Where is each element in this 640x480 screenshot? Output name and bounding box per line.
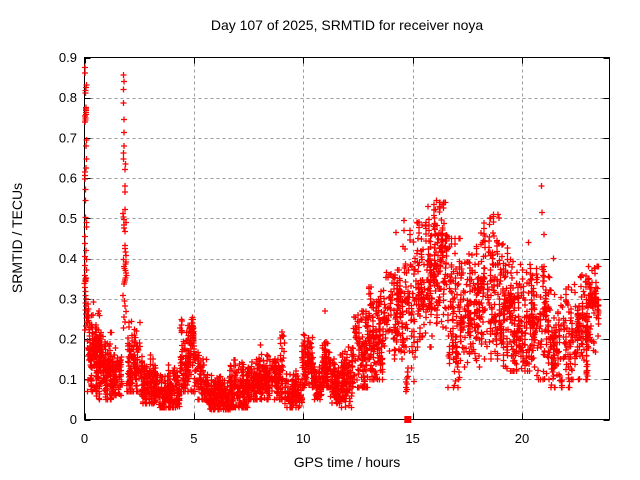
y-tick-label: 0 — [70, 412, 77, 427]
y-tick-label: 0.5 — [59, 211, 77, 226]
y-tick-label: 0.9 — [59, 50, 77, 65]
y-tick-label: 0.8 — [59, 90, 77, 105]
y-tick-label: 0.4 — [59, 251, 77, 266]
filled-square-marker — [404, 416, 412, 423]
y-tick-label: 0.3 — [59, 291, 77, 306]
y-axis-label: SRMTID / TECUs — [9, 182, 25, 294]
y-tick-label: 0.1 — [59, 372, 77, 387]
y-tick-label: 0.6 — [59, 171, 77, 186]
x-tick-label: 20 — [515, 431, 529, 446]
y-tick-label: 0.7 — [59, 130, 77, 145]
x-tick-label: 5 — [190, 431, 197, 446]
x-tick-label: 15 — [405, 431, 419, 446]
x-tick-label: 0 — [81, 431, 88, 446]
scatter-plus-markers — [81, 64, 602, 413]
chart-title: Day 107 of 2025, SRMTID for receiver noy… — [210, 17, 484, 33]
x-tick-label: 10 — [296, 431, 310, 446]
x-axis-label: GPS time / hours — [293, 454, 401, 470]
y-tick-label: 0.2 — [59, 332, 77, 347]
grid-lines — [84, 57, 610, 420]
